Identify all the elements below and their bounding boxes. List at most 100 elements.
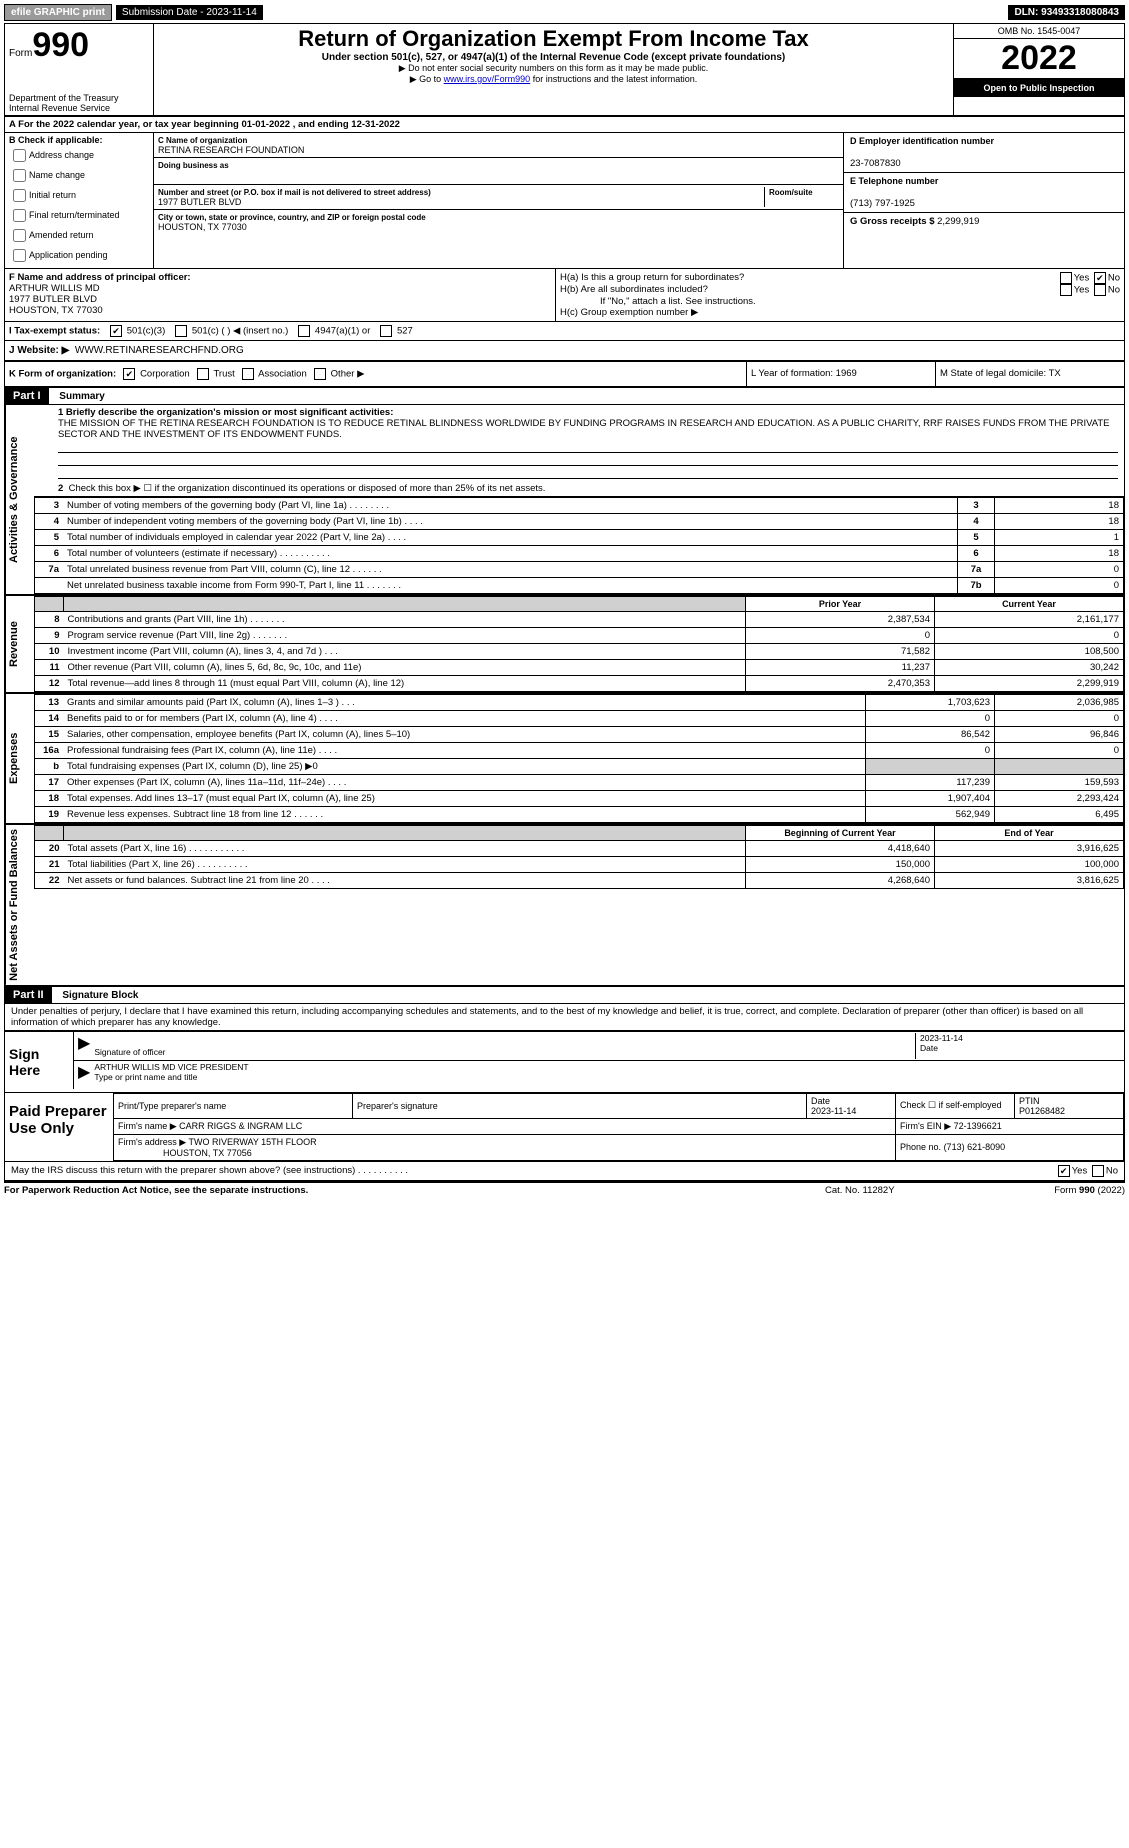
form-subtitle: Under section 501(c), 527, or 4947(a)(1)… — [158, 52, 949, 63]
page-footer: For Paperwork Reduction Act Notice, see … — [4, 1183, 1125, 1198]
discuss-yesno: Yes No — [1056, 1165, 1118, 1177]
underline1 — [58, 442, 1118, 453]
h-b-note: If "No," attach a list. See instructions… — [560, 296, 1120, 307]
form-container: Form990 Department of the Treasury Inter… — [4, 23, 1125, 1183]
officer-label: F Name and address of principal officer: — [9, 272, 191, 283]
self-emp-label: Check ☐ if self-employed — [900, 1100, 1002, 1110]
underline3 — [58, 468, 1118, 479]
omb-number: OMB No. 1545-0047 — [954, 24, 1124, 39]
part1-header-row: Part I Summary — [5, 388, 1124, 405]
chk-assoc[interactable] — [242, 368, 254, 380]
section-de: D Employer identification number 23-7087… — [843, 133, 1124, 268]
form-header: Form990 Department of the Treasury Inter… — [5, 24, 1124, 117]
chk-initial-return[interactable]: Initial return — [9, 186, 149, 205]
section-f: F Name and address of principal officer:… — [5, 269, 556, 321]
public-inspection: Open to Public Inspection — [954, 79, 1124, 97]
row-a-tax-year: A For the 2022 calendar year, or tax yea… — [5, 117, 1124, 133]
chk-amended[interactable]: Amended return — [9, 226, 149, 245]
addr-label: Number and street (or P.O. box if mail i… — [158, 188, 431, 197]
chk-address-change[interactable]: Address change — [9, 146, 149, 165]
officer-addr1: 1977 BUTLER BLVD — [9, 294, 97, 305]
section-b: B Check if applicable: Address change Na… — [5, 133, 154, 268]
firm-ein: 72-1396621 — [954, 1121, 1002, 1131]
chk-501c[interactable] — [175, 325, 187, 337]
part1-subtitle: Summary — [51, 391, 105, 402]
paid-preparer-block: Paid Preparer Use Only Print/Type prepar… — [5, 1093, 1124, 1162]
hb-yesno: Yes No — [1058, 284, 1120, 296]
section-c: C Name of organization RETINA RESEARCH F… — [154, 133, 843, 268]
officer-print-name: ARTHUR WILLIS MD VICE PRESIDENT — [94, 1062, 248, 1072]
gross-value: 2,299,919 — [937, 216, 979, 227]
city-label: City or town, state or province, country… — [158, 213, 426, 222]
firm-addr2: HOUSTON, TX 77056 — [163, 1148, 252, 1158]
firm-name-label: Firm's name ▶ — [118, 1121, 177, 1131]
sign-here-label: Sign Here — [5, 1032, 73, 1092]
h-b: H(b) Are all subordinates included? — [560, 284, 1058, 296]
chk-corp[interactable] — [123, 368, 135, 380]
section-b-label: B Check if applicable: — [9, 135, 103, 145]
efile-label: efile GRAPHIC print — [4, 4, 112, 21]
row-a-text: A For the 2022 calendar year, or tax yea… — [9, 119, 400, 130]
form-org-label: K Form of organization: — [9, 369, 116, 380]
mission-text: THE MISSION OF THE RETINA RESEARCH FOUND… — [58, 418, 1110, 440]
part1-title: Part I — [5, 388, 49, 404]
discuss-text: May the IRS discuss this return with the… — [11, 1165, 1056, 1177]
website-label: J Website: ▶ — [9, 345, 69, 356]
side-netassets: Net Assets or Fund Balances — [5, 825, 34, 985]
chk-4947[interactable] — [298, 325, 310, 337]
year-formation: L Year of formation: 1969 — [746, 362, 935, 386]
part2-title: Part II — [5, 987, 52, 1003]
underline2 — [58, 455, 1118, 466]
part2-header-row: Part II Signature Block — [5, 987, 1124, 1004]
section-governance: Activities & Governance 1 Briefly descri… — [5, 405, 1124, 596]
phone-label: E Telephone number — [850, 176, 938, 186]
goto-pre: ▶ Go to — [410, 74, 444, 84]
chk-app-pending[interactable]: Application pending — [9, 246, 149, 265]
chk-other[interactable] — [314, 368, 326, 380]
org-name: RETINA RESEARCH FOUNDATION — [158, 145, 304, 155]
chk-name-change[interactable]: Name change — [9, 166, 149, 185]
irs-link[interactable]: www.irs.gov/Form990 — [444, 74, 531, 84]
firm-name: CARR RIGGS & INGRAM LLC — [179, 1121, 302, 1131]
ein-value: 23-7087830 — [850, 158, 901, 169]
section-netassets: Net Assets or Fund Balances Beginning of… — [5, 825, 1124, 987]
form-label: Form — [9, 48, 32, 59]
chk-final-return[interactable]: Final return/terminated — [9, 206, 149, 225]
irs-label: Internal Revenue Service — [9, 103, 149, 113]
h-a: H(a) Is this a group return for subordin… — [560, 272, 1058, 284]
side-expenses: Expenses — [5, 694, 34, 823]
footer-left: For Paperwork Reduction Act Notice, see … — [4, 1185, 825, 1196]
ha-yesno: Yes No — [1058, 272, 1120, 284]
line1: 1 Briefly describe the organization's mi… — [34, 405, 1124, 442]
expenses-table: 13Grants and similar amounts paid (Part … — [34, 694, 1124, 823]
firm-addr-label: Firm's address ▶ — [118, 1137, 186, 1147]
chk-trust[interactable] — [197, 368, 209, 380]
footer-mid: Cat. No. 11282Y — [825, 1185, 975, 1196]
gross-label: G Gross receipts $ — [850, 216, 934, 227]
dept-label: Department of the Treasury — [9, 93, 149, 103]
ptin-value: P01268482 — [1019, 1106, 1065, 1116]
sig-label: Signature of officer — [94, 1047, 165, 1057]
prep-name-label: Print/Type preparer's name — [118, 1101, 226, 1111]
chk-501c3[interactable] — [110, 325, 122, 337]
city-value: HOUSTON, TX 77030 — [158, 222, 247, 232]
ptin-label: PTIN — [1019, 1096, 1040, 1106]
officer-addr2: HOUSTON, TX 77030 — [9, 305, 103, 316]
firm-ein-label: Firm's EIN ▶ — [900, 1121, 951, 1131]
h-c: H(c) Group exemption number ▶ — [560, 307, 1120, 318]
row-j: J Website: ▶ WWW.RETINARESEARCHFND.ORG — [5, 341, 1124, 362]
firm-phone: (713) 621-8090 — [944, 1142, 1006, 1152]
section-revenue: Revenue Prior YearCurrent Year8Contribut… — [5, 596, 1124, 694]
row-i: I Tax-exempt status: 501(c)(3) 501(c) ( … — [5, 322, 1124, 340]
top-toolbar: efile GRAPHIC print Submission Date - 20… — [4, 4, 1125, 21]
chk-527[interactable] — [380, 325, 392, 337]
print-name-label: Type or print name and title — [94, 1072, 197, 1082]
discuss-row: May the IRS discuss this return with the… — [5, 1162, 1124, 1182]
officer-name: ARTHUR WILLIS MD — [9, 283, 100, 294]
dln-label: DLN: 93493318080843 — [1008, 5, 1125, 20]
side-governance: Activities & Governance — [5, 405, 34, 594]
submission-date: Submission Date - 2023-11-14 — [116, 5, 263, 20]
org-name-label: C Name of organization — [158, 136, 247, 145]
dba-label: Doing business as — [158, 161, 229, 170]
line2-text: Check this box ▶ ☐ if the organization d… — [69, 483, 546, 494]
